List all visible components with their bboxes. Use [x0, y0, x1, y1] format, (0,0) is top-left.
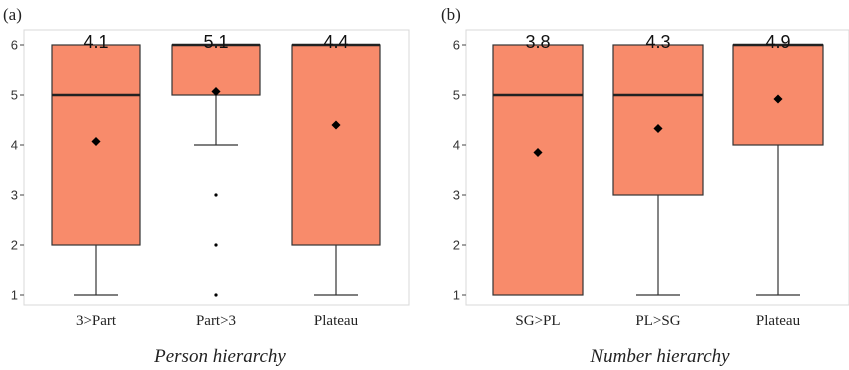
panel-b-axis-title: Number hierarchy [589, 346, 730, 367]
mean-marker [211, 86, 221, 97]
category-label: SG>PL [515, 313, 560, 329]
y-tick-label: 3 [453, 188, 460, 203]
outlier-point [214, 293, 218, 297]
y-tick-label: 3 [11, 188, 18, 203]
y-tick-label: 5 [453, 88, 460, 103]
y-tick-label: 6 [453, 38, 460, 53]
outlier-point [214, 193, 218, 197]
category-label: PL>SG [635, 313, 680, 329]
category-label: Plateau [756, 313, 801, 329]
mean-value-label: 5.1 [203, 32, 228, 52]
mean-marker [331, 120, 341, 130]
plot-frame [23, 29, 410, 306]
box-Plateau [291, 44, 381, 246]
category-label: Part>3 [196, 313, 236, 329]
mean-value-label: 4.3 [645, 32, 670, 52]
y-tick-label: 6 [11, 38, 18, 53]
category-label: 3>Part [76, 313, 117, 329]
category-label: Plateau [314, 313, 359, 329]
panel-a-person-hierarchy: 1 2 3 4 5 6 4.1 3>Part 5.1 Part>3 4.4 Plateau [11, 29, 410, 329]
y-tick-label: 4 [453, 138, 460, 153]
mean-marker [91, 136, 101, 147]
box-SG>PL [492, 44, 584, 296]
y-tick-label: 5 [11, 88, 18, 103]
box-Part>3 [171, 44, 261, 96]
y-tick-label: 1 [11, 288, 18, 303]
panel-a-label: (a) [3, 5, 22, 24]
panel-a-axis-title: Person hierarchy [153, 346, 286, 367]
mean-value-label: 4.9 [765, 32, 790, 52]
panel-b-label: (b) [441, 5, 461, 24]
y-tick-label: 1 [453, 288, 460, 303]
mean-value-label: 4.4 [323, 32, 348, 52]
mean-value-label: 4.1 [83, 32, 108, 52]
mean-value-label: 3.8 [525, 32, 550, 52]
y-tick-label: 2 [11, 238, 18, 253]
y-tick-label: 2 [453, 238, 460, 253]
outlier-point [214, 243, 218, 247]
panel-b-number-hierarchy: 1 2 3 4 5 6 3.8 SG>PL 4.3 PL>SG 4.9 Plateau [453, 29, 849, 329]
plot-frame [465, 29, 849, 306]
box-PL>SG [612, 44, 704, 196]
y-tick-label: 4 [11, 138, 18, 153]
